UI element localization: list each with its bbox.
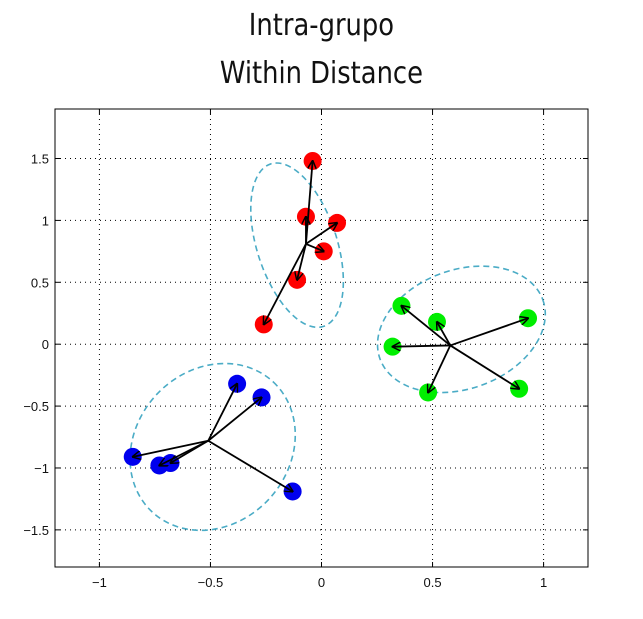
plot-area xyxy=(55,109,588,567)
chart-title-line-2: Within Distance xyxy=(219,56,423,91)
y-tick-label: 0 xyxy=(42,337,49,352)
x-tick-label: −0.5 xyxy=(198,575,224,590)
axis-ticks xyxy=(55,109,588,567)
distance-arrow xyxy=(401,306,451,347)
y-tick-label: 1 xyxy=(42,213,49,228)
y-tick-label: −0.5 xyxy=(23,399,49,414)
distance-arrow xyxy=(449,344,519,388)
cluster-ellipse-0 xyxy=(249,162,345,329)
x-tick-label: −1 xyxy=(92,575,107,590)
tick-labels: −1 −0.5 0 0.5 1 −1.5 −1 −0.5 0 0.5 1 1.5 xyxy=(23,152,547,590)
cluster-ellipse-1 xyxy=(376,265,547,394)
distance-arrow xyxy=(207,439,292,492)
cluster-ellipses xyxy=(129,162,547,532)
x-tick-label: 0 xyxy=(318,575,325,590)
distance-arrow xyxy=(305,243,324,251)
cluster-ellipse-2 xyxy=(129,362,297,532)
y-tick-label: 1.5 xyxy=(31,152,49,167)
distance-arrow xyxy=(207,397,261,442)
distance-arrow xyxy=(297,243,307,280)
distance-arrow xyxy=(428,345,452,392)
chart-title-line-1: Intra-grupo xyxy=(248,8,395,43)
distance-arrow xyxy=(305,161,313,244)
distance-arrow xyxy=(207,384,237,442)
x-tick-label: 1 xyxy=(540,575,547,590)
y-tick-label: −1.5 xyxy=(23,523,49,538)
y-tick-label: 0.5 xyxy=(31,275,49,290)
distance-arrow xyxy=(450,318,528,347)
distance-arrows xyxy=(133,161,528,492)
distance-arrow xyxy=(264,243,307,324)
distance-arrow xyxy=(393,345,451,346)
distance-arrow xyxy=(133,439,209,457)
distance-arrow xyxy=(170,439,209,463)
distance-arrow xyxy=(305,223,337,245)
distance-arrow xyxy=(437,322,452,346)
y-tick-label: −1 xyxy=(34,461,49,476)
x-tick-label: 0.5 xyxy=(424,575,442,590)
